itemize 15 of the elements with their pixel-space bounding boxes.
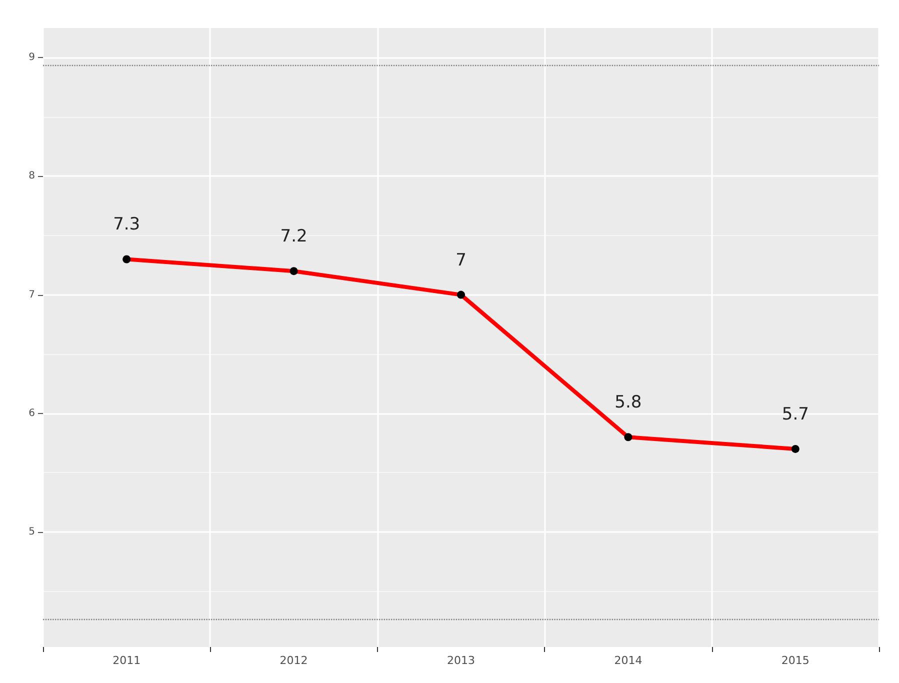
x-tick-label: 2012	[280, 654, 308, 667]
x-tick-label: 2015	[781, 654, 810, 667]
x-tick-label: 2014	[614, 654, 642, 667]
y-tick-label: 5	[28, 526, 35, 538]
y-tick-label: 7	[28, 289, 35, 300]
x-tick-label: 2011	[112, 654, 141, 667]
y-tick-label: 6	[28, 408, 35, 419]
data-label: 5.7	[782, 404, 809, 424]
data-label: 7.2	[280, 226, 308, 247]
data-label: 5.8	[614, 392, 642, 413]
y-tick-label: 8	[28, 170, 35, 182]
data-label: 7.3	[113, 214, 140, 235]
x-tick-label: 2013	[447, 654, 475, 667]
data-label: 7	[456, 250, 466, 270]
y-tick-label: 9	[28, 52, 35, 64]
